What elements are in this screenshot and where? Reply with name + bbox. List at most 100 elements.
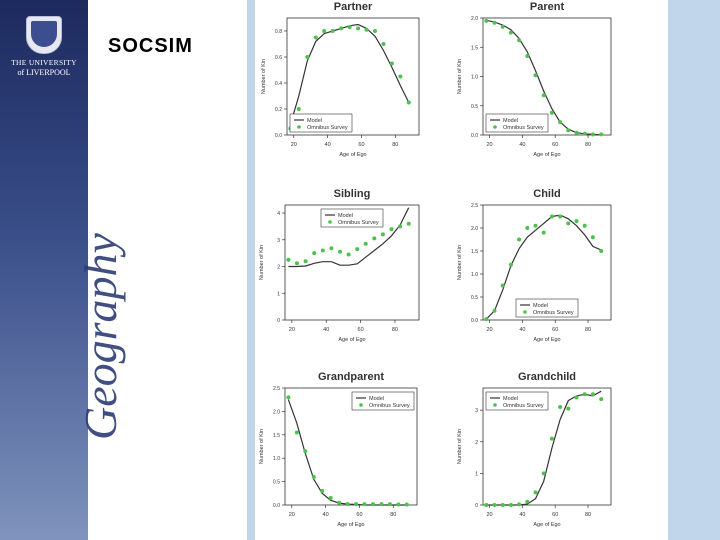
y-tick-label: 1.0 — [471, 272, 478, 278]
model-line — [486, 19, 602, 136]
survey-point — [328, 496, 333, 500]
x-tick-label: 20 — [487, 142, 493, 148]
y-tick-label: 0.2 — [275, 107, 282, 113]
x-tick-label: 40 — [519, 327, 525, 333]
survey-point — [541, 230, 546, 235]
survey-point — [329, 246, 334, 251]
y-axis-label: Number of Kin — [457, 59, 463, 94]
survey-point — [500, 24, 505, 29]
y-tick-label: 2.0 — [471, 16, 478, 22]
survey-point — [406, 221, 411, 226]
survey-point — [354, 502, 359, 507]
survey-point — [508, 30, 513, 35]
y-tick-label: 0.0 — [471, 133, 478, 139]
survey-point — [312, 251, 317, 256]
legend-survey-label: Omnibus Survey — [503, 403, 544, 409]
survey-point — [582, 392, 587, 397]
model-line — [288, 207, 410, 268]
university-name-line1: THE UNIVERSITY — [11, 58, 77, 67]
survey-point — [508, 262, 513, 267]
survey-point — [379, 502, 384, 507]
x-axis-label: Age of Ego — [533, 337, 560, 343]
survey-point — [389, 61, 394, 66]
survey-point — [484, 317, 489, 322]
legend-box — [320, 208, 384, 228]
survey-point — [345, 502, 350, 507]
x-tick-label: 20 — [289, 512, 295, 518]
survey-point — [286, 257, 291, 262]
chart-title: Child — [533, 188, 561, 200]
survey-point — [492, 308, 497, 313]
y-tick-label: 2.5 — [471, 203, 478, 209]
legend-model-label: Model — [533, 303, 548, 309]
survey-point — [372, 236, 377, 241]
survey-point — [346, 252, 351, 257]
chart-grandchild: Grandchild 20 40 60 80 0 1 2 3 Age of Ego Number o… — [457, 371, 612, 528]
survey-point — [558, 214, 563, 219]
y-tick-label: 1.0 — [273, 456, 280, 462]
legend-survey-swatch — [359, 403, 363, 407]
chart-title: Parent — [530, 1, 565, 13]
x-axis-label: Age of Ego — [338, 337, 365, 343]
y-tick-label: 0.6 — [275, 55, 282, 61]
x-tick-label: 80 — [392, 327, 398, 333]
survey-point — [566, 406, 571, 411]
plot-frame — [286, 17, 420, 136]
survey-point — [305, 55, 310, 59]
survey-point — [533, 490, 538, 495]
plot-frame — [284, 204, 420, 321]
survey-point — [500, 283, 505, 288]
survey-point — [492, 20, 497, 25]
legend-model-label: Model — [338, 213, 353, 219]
y-tick-label: 0.0 — [273, 503, 280, 509]
survey-point — [404, 502, 409, 507]
legend-model-label: Model — [503, 396, 518, 402]
model-line — [289, 23, 410, 125]
survey-point — [582, 131, 587, 136]
survey-point — [590, 392, 595, 397]
legend-survey-swatch — [297, 125, 301, 129]
chart-partner: Partner 20 40 60 80 0.0 0.2 0.4 0.6 0.8 Age of Ego… — [261, 1, 420, 158]
survey-point — [590, 235, 595, 240]
survey-point — [339, 26, 344, 31]
y-tick-label: 0.5 — [273, 480, 280, 486]
y-tick-label: 1.0 — [471, 75, 478, 81]
survey-point — [599, 397, 604, 402]
survey-point — [296, 107, 301, 111]
survey-point — [533, 73, 538, 78]
sidebar-branding: THE UNIVERSITY of LIVERPOOL Geography — [0, 0, 126, 540]
y-tick-label: 1.5 — [273, 433, 280, 439]
chart-grandparent: Grandparent 20 40 60 80 0.0 0.5 1.0 1.5 2.0 2.5 Age… — [259, 371, 418, 528]
x-tick-label: 40 — [323, 512, 329, 518]
chart-sibling: Sibling 20 40 60 80 0 1 2 3 4 Age of Ego Number of … — [259, 188, 420, 343]
legend-survey-label: Omnibus Survey — [338, 220, 379, 226]
x-axis-label: Age of Ego — [337, 522, 364, 528]
legend-survey-label: Omnibus Survey — [369, 403, 410, 409]
slide-title: SOCSIM — [108, 35, 193, 57]
survey-point — [396, 502, 401, 507]
x-axis-label: Age of Ego — [533, 152, 560, 158]
survey-point — [566, 128, 571, 133]
y-tick-label: 1.5 — [471, 45, 478, 51]
x-tick-label: 60 — [552, 327, 558, 333]
survey-point — [337, 500, 342, 505]
survey-point — [599, 249, 604, 253]
university-crest-icon — [26, 16, 62, 54]
x-tick-label: 40 — [519, 142, 525, 148]
y-tick-label: 2 — [475, 440, 478, 446]
legend-survey-swatch — [523, 310, 527, 314]
survey-point — [295, 261, 299, 266]
chart-child: Child 20 40 60 80 0.0 0.5 1.0 1.5 2.0 2.5 Age of Eg… — [457, 188, 612, 343]
survey-point — [541, 471, 546, 476]
x-tick-label: 80 — [390, 512, 396, 518]
chart-title: Grandparent — [318, 371, 384, 383]
y-tick-label: 2.0 — [273, 409, 280, 415]
y-tick-label: 4 — [277, 211, 280, 217]
survey-point — [303, 259, 308, 264]
chart-parent: Parent 20 40 60 80 0.0 0.5 1.0 1.5 2.0 Age of Ego N… — [457, 1, 612, 158]
chart-title: Grandchild — [518, 371, 576, 383]
survey-point — [303, 449, 308, 454]
y-tick-label: 0.0 — [471, 318, 478, 324]
x-tick-label: 20 — [289, 327, 295, 333]
